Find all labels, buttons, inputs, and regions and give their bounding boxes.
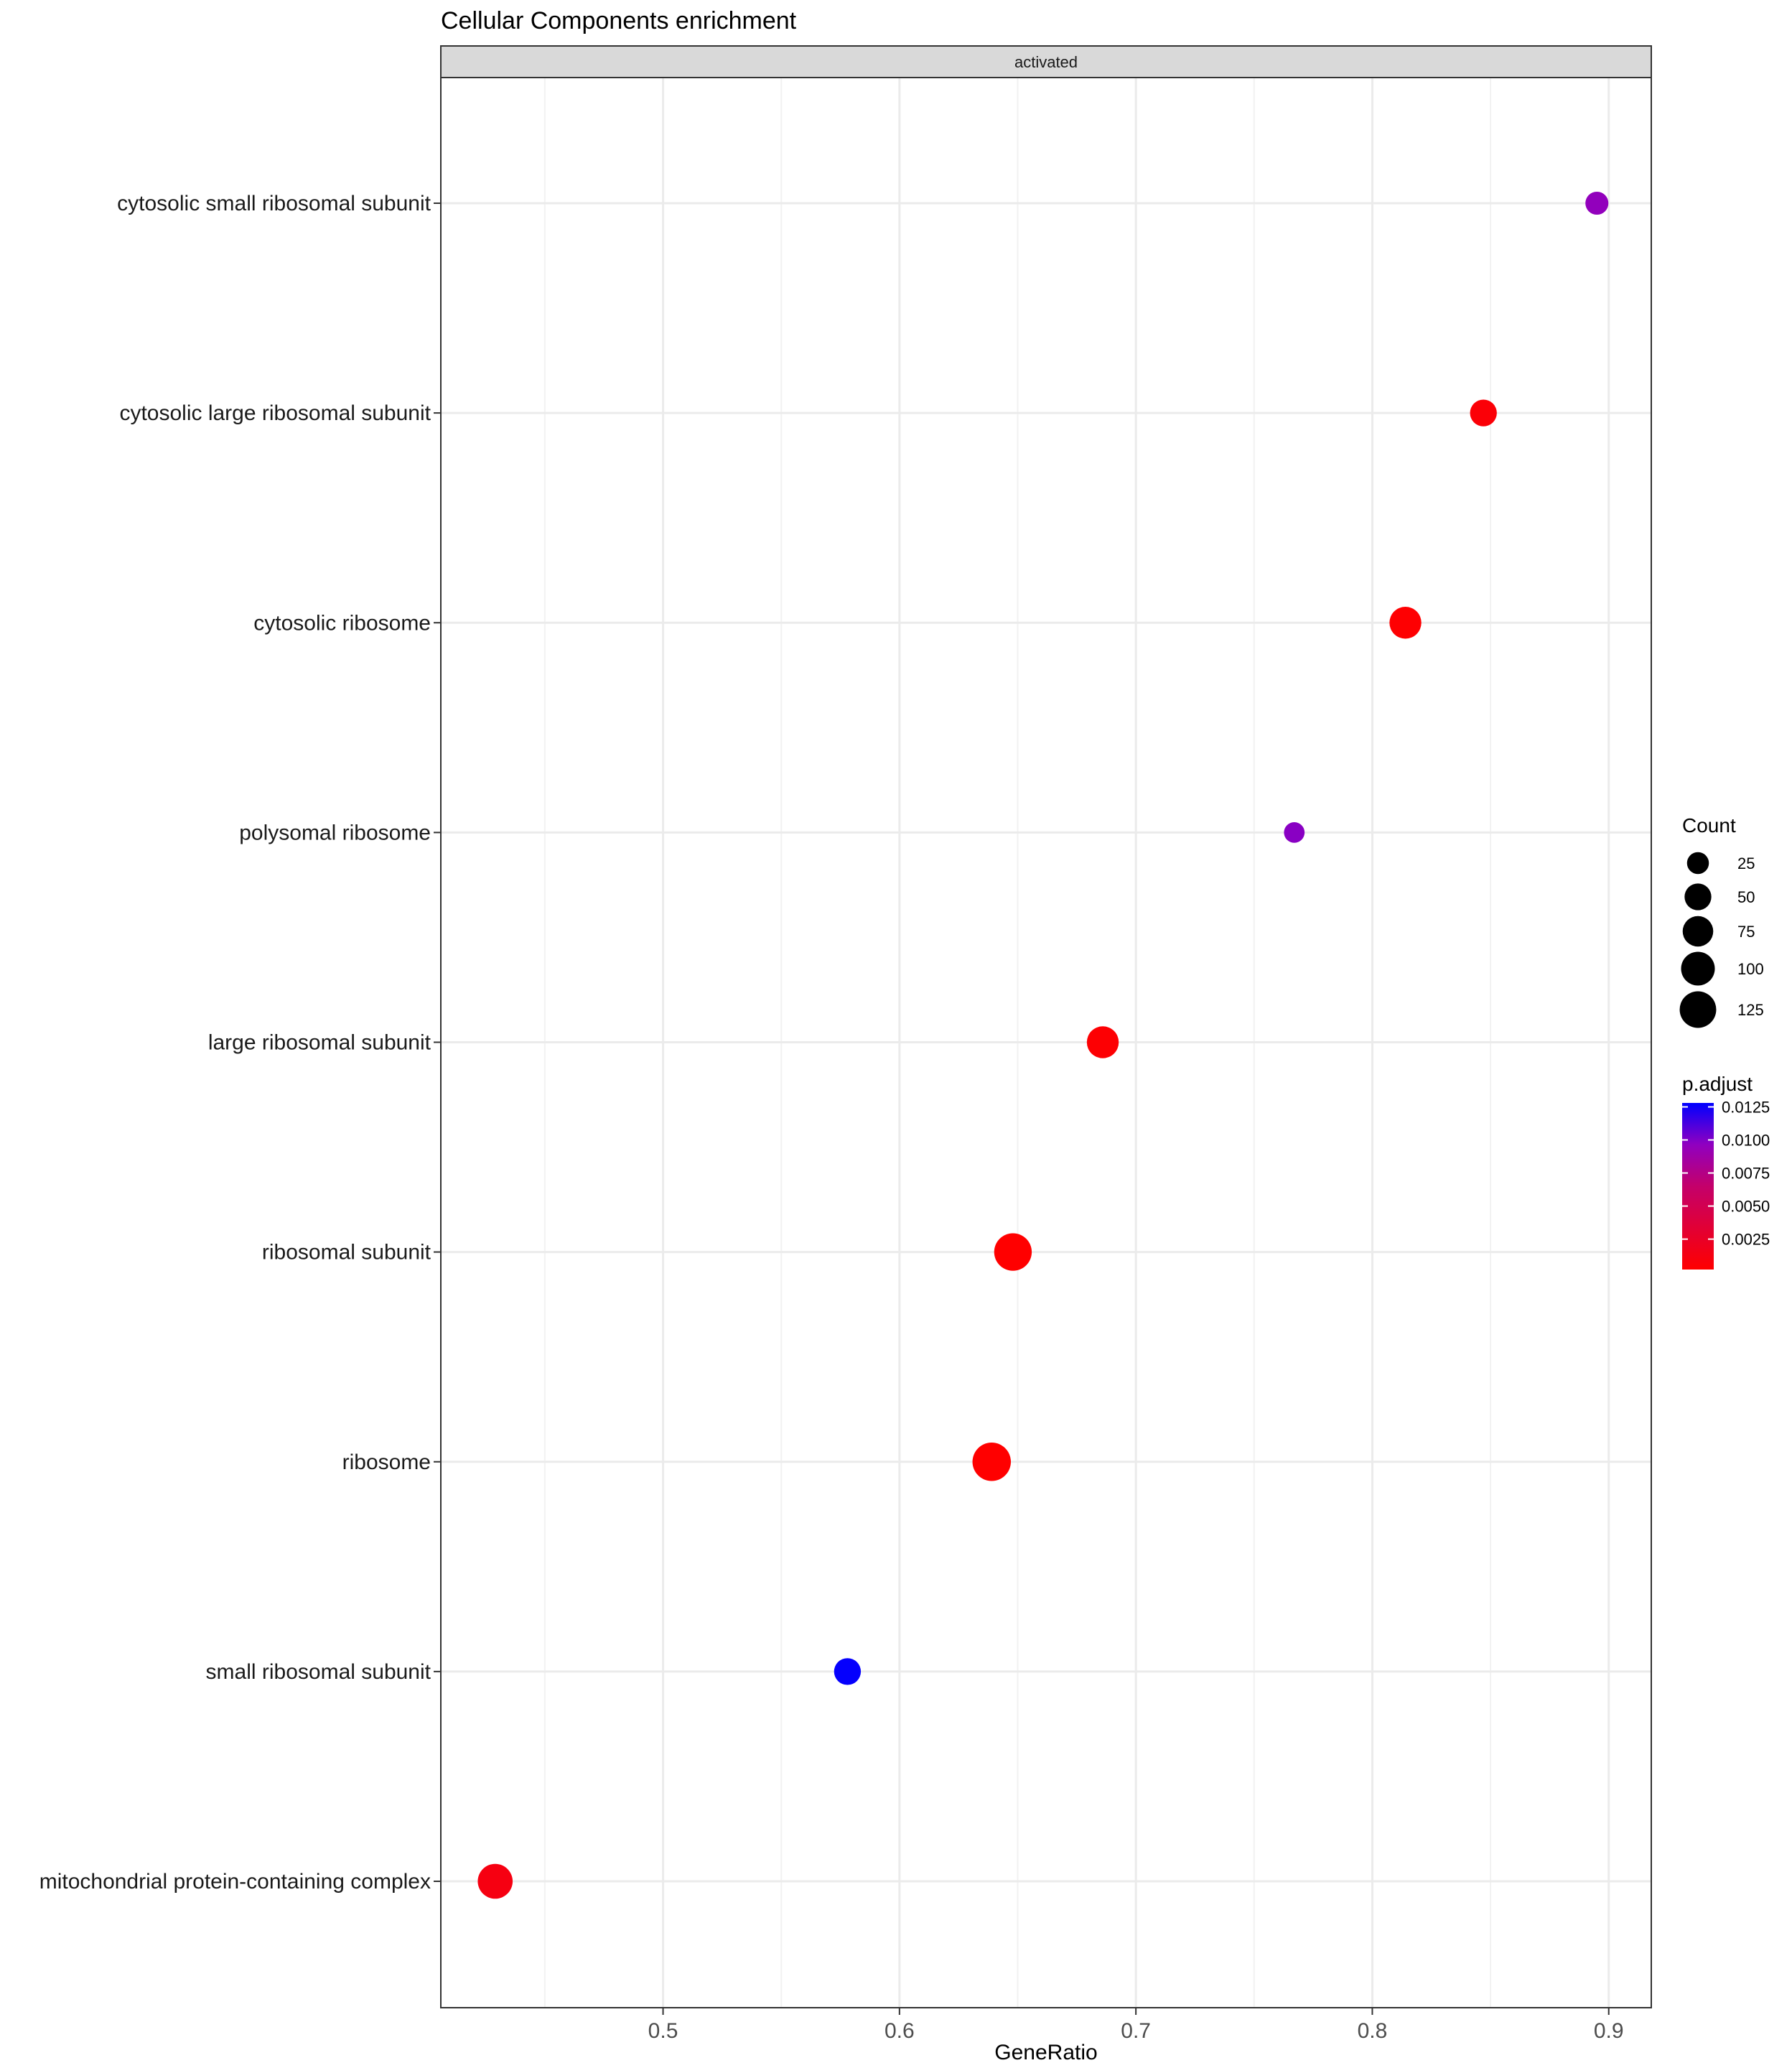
facet-strip-label: activated: [1014, 53, 1078, 71]
x-tick-label: 0.7: [1121, 2019, 1151, 2043]
x-tick-label: 0.6: [885, 2019, 915, 2043]
p-adjust-legend-label: 0.0100: [1722, 1132, 1770, 1150]
data-point: [1470, 399, 1497, 427]
y-tick-label: cytosolic large ribosomal subunit: [119, 401, 431, 425]
count-legend-label: 125: [1737, 1001, 1764, 1019]
p-adjust-legend-label: 0.0050: [1722, 1198, 1770, 1216]
data-point: [972, 1443, 1011, 1481]
y-axis: cytosolic small ribosomal subunit cytosol…: [39, 192, 441, 1894]
p-adjust-legend-title: p.adjust: [1682, 1073, 1753, 1095]
data-point: [1086, 1026, 1119, 1058]
data-point: [1585, 191, 1609, 215]
p-adjust-legend-label: 0.0125: [1722, 1099, 1770, 1117]
y-tick-label: small ribosomal subunit: [206, 1660, 431, 1684]
y-tick-label: mitochondrial protein-containing complex: [39, 1870, 431, 1894]
y-tick-label: ribosomal subunit: [262, 1241, 431, 1264]
count-legend-label: 50: [1737, 888, 1755, 906]
x-tick-label: 0.8: [1358, 2019, 1388, 2043]
x-tick-label: 0.9: [1594, 2019, 1624, 2043]
p-adjust-legend-label: 0.0075: [1722, 1165, 1770, 1183]
data-point: [477, 1863, 513, 1899]
count-legend-key: [1681, 951, 1715, 986]
data-point: [834, 1658, 862, 1685]
chart-title: Cellular Components enrichment: [441, 7, 797, 34]
count-legend-title: Count: [1682, 814, 1736, 837]
y-tick-label: ribosome: [342, 1450, 431, 1474]
y-tick-label: cytosolic small ribosomal subunit: [117, 192, 431, 215]
y-tick-label: large ribosomal subunit: [208, 1031, 431, 1055]
facet-strip: [440, 45, 1652, 78]
x-axis: 0.5 0.6 0.7 0.8 0.9: [648, 2008, 1624, 2043]
grid-major: [441, 78, 1651, 2008]
data-point: [1389, 607, 1422, 639]
data-point: [994, 1233, 1032, 1271]
count-legend-label: 75: [1737, 923, 1755, 941]
data-point: [1284, 821, 1305, 843]
count-legend-label: 25: [1737, 854, 1755, 872]
p-adjust-legend-label: 0.0025: [1722, 1231, 1770, 1249]
y-tick-label: polysomal ribosome: [239, 821, 431, 844]
count-legend: Count 25 50 75 100 125: [1679, 814, 1764, 1028]
count-legend-key: [1682, 916, 1714, 947]
count-legend-label: 100: [1737, 960, 1764, 978]
p-adjust-legend: p.adjust 0.0125 0.0100 0.0075 0.0050 0.0025: [1682, 1073, 1770, 1270]
x-axis-title: GeneRatio: [994, 2041, 1097, 2064]
y-tick-label: cytosolic ribosome: [253, 611, 431, 635]
count-legend-key: [1686, 852, 1709, 875]
p-adjust-colorbar: [1682, 1103, 1714, 1270]
count-legend-key: [1679, 991, 1717, 1028]
data-points: [477, 191, 1609, 1899]
count-legend-key: [1684, 883, 1712, 910]
x-tick-label: 0.5: [648, 2019, 678, 2043]
